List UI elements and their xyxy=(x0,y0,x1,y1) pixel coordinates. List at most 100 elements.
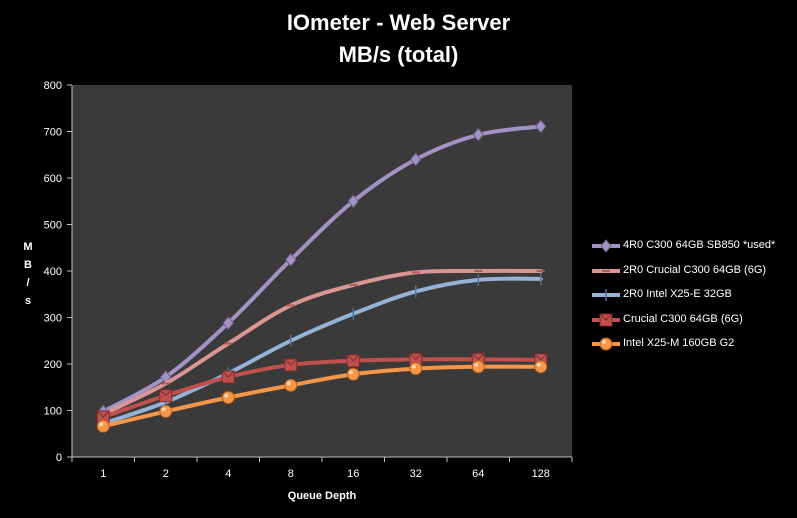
legend-swatch xyxy=(592,268,620,273)
diamond-marker xyxy=(285,253,297,267)
square-marker-detail xyxy=(96,410,110,418)
chart-title: IOmeter - Web Server xyxy=(286,10,511,35)
data-point xyxy=(346,367,360,381)
legend-swatch xyxy=(592,289,620,301)
circle-marker xyxy=(284,378,298,392)
data-point xyxy=(159,389,173,403)
circle-marker-highlight xyxy=(286,381,291,386)
diamond-marker xyxy=(472,127,484,142)
y-tick-label: 600 xyxy=(44,173,62,185)
data-point xyxy=(221,390,235,404)
data-point xyxy=(410,152,422,167)
y-tick-label: 800 xyxy=(44,80,62,92)
circle-marker xyxy=(534,360,548,374)
data-point xyxy=(96,419,110,433)
x-tick-label: 16 xyxy=(347,468,359,480)
series-line xyxy=(101,268,543,417)
data-point xyxy=(222,316,234,330)
x-tick-label: 128 xyxy=(532,468,550,480)
x-tick-label: 32 xyxy=(410,468,422,480)
circle-marker-highlight xyxy=(224,393,229,398)
circle-marker xyxy=(96,419,110,433)
data-point xyxy=(409,352,423,366)
y-tick-label: 500 xyxy=(44,220,62,232)
data-point xyxy=(472,127,484,142)
x-tick-label: 8 xyxy=(288,468,294,480)
x-tick-label: 2 xyxy=(163,468,169,480)
x-tick-label: 1 xyxy=(100,468,106,480)
circle-marker xyxy=(221,390,235,404)
legend-swatch xyxy=(592,313,620,326)
legend-swatch xyxy=(592,239,620,253)
square-marker-detail xyxy=(409,352,423,361)
y-tick-label: 400 xyxy=(44,266,62,278)
circle-marker-highlight xyxy=(99,422,104,427)
data-point xyxy=(471,360,485,374)
y-axis-title: M B / s xyxy=(23,241,32,307)
diamond-marker xyxy=(410,152,422,167)
square-marker-detail xyxy=(284,358,298,366)
square-marker-detail xyxy=(346,354,360,362)
square-marker-detail xyxy=(159,389,173,397)
legend-label: Crucial C300 64GB (6G) xyxy=(623,312,743,325)
circle-marker-highlight xyxy=(536,362,541,367)
circle-marker xyxy=(159,404,173,418)
data-point xyxy=(534,360,548,374)
diamond-marker xyxy=(347,194,359,209)
square-marker-detail xyxy=(599,313,613,321)
legend-item: 2R0 Intel X25-E 32GB xyxy=(590,285,795,310)
data-point xyxy=(346,354,360,368)
legend-marker xyxy=(600,239,612,253)
diamond-marker xyxy=(535,119,547,134)
legend-item: Intel X25-M 160GB G2 xyxy=(590,334,795,359)
series-line xyxy=(101,124,543,414)
y-tick-label: 700 xyxy=(44,127,62,139)
square-marker-detail xyxy=(471,352,485,361)
x-tick-label: 64 xyxy=(472,468,484,480)
data-point xyxy=(284,378,298,392)
data-point xyxy=(409,362,423,376)
circle-marker xyxy=(409,362,423,376)
y-tick-label: 300 xyxy=(44,313,62,325)
legend-item: 4R0 C300 64GB SB850 *used* xyxy=(590,236,795,261)
y-tick-label: 200 xyxy=(44,359,62,371)
legend-item: 2R0 Crucial C300 64GB (6G) xyxy=(590,261,795,286)
circle-marker-highlight xyxy=(411,364,416,369)
y-tick-label: 100 xyxy=(44,406,62,418)
x-tick-label: 4 xyxy=(225,468,231,480)
chart-subtitle: MB/s (total) xyxy=(338,42,459,67)
circle-marker xyxy=(599,337,613,351)
circle-marker-highlight xyxy=(349,370,354,375)
y-tick-label: 0 xyxy=(56,452,62,464)
legend-swatch xyxy=(592,337,620,351)
legend-item: Crucial C300 64GB (6G) xyxy=(590,310,795,335)
circle-marker-highlight xyxy=(602,340,606,344)
x-axis-title: Queue Depth xyxy=(288,490,357,502)
series-2 xyxy=(99,268,545,417)
circle-marker xyxy=(471,360,485,374)
diamond-marker xyxy=(600,239,612,253)
legend-label: 2R0 Crucial C300 64GB (6G) xyxy=(623,263,767,276)
circle-marker-highlight xyxy=(474,362,479,367)
data-point xyxy=(535,119,547,134)
circle-marker xyxy=(346,367,360,381)
legend-marker xyxy=(599,313,613,326)
legend-marker xyxy=(599,337,613,351)
circle-marker-highlight xyxy=(161,407,166,412)
legend-label: 4R0 C300 64GB SB850 *used* xyxy=(623,239,776,251)
data-point xyxy=(159,404,173,418)
legend-label: 2R0 Intel X25-E 32GB xyxy=(623,288,732,300)
data-point xyxy=(285,253,297,267)
chart-legend: 4R0 C300 64GB SB850 *used* 2R0 Crucial C3… xyxy=(590,236,795,359)
data-point xyxy=(284,358,298,372)
square-marker-detail xyxy=(221,370,235,378)
data-point xyxy=(221,370,235,384)
square-marker-detail xyxy=(534,353,548,361)
diamond-marker xyxy=(222,316,234,330)
series-4 xyxy=(96,352,548,424)
legend-label: Intel X25-M 160GB G2 xyxy=(623,337,735,349)
data-point xyxy=(347,194,359,209)
series-5 xyxy=(96,360,548,433)
